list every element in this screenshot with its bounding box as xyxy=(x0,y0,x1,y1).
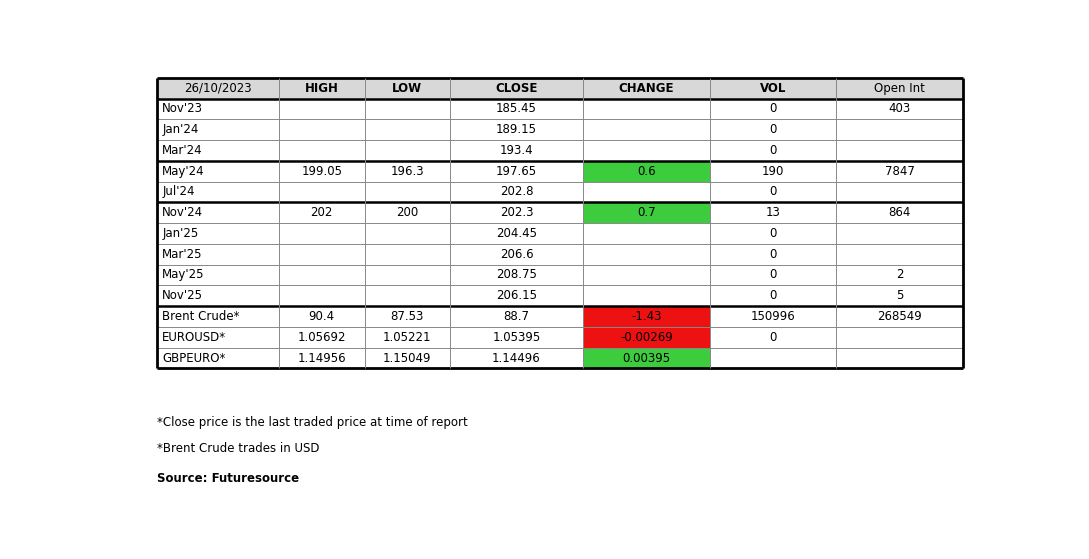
Text: 1.05221: 1.05221 xyxy=(383,331,431,344)
Text: 208.75: 208.75 xyxy=(497,268,537,282)
Bar xyxy=(157,348,963,368)
Text: 185.45: 185.45 xyxy=(497,102,537,116)
Text: 202.8: 202.8 xyxy=(500,186,534,198)
Text: 0: 0 xyxy=(770,144,776,157)
Text: 0: 0 xyxy=(770,331,776,344)
Text: Brent Crude*: Brent Crude* xyxy=(162,310,240,323)
Bar xyxy=(157,98,963,120)
Text: 0: 0 xyxy=(770,268,776,282)
Text: 202: 202 xyxy=(310,206,333,219)
Text: Source: Futuresource: Source: Futuresource xyxy=(157,472,299,485)
Text: Jul'24: Jul'24 xyxy=(162,186,195,198)
Text: 206.6: 206.6 xyxy=(500,248,534,260)
Text: Nov'25: Nov'25 xyxy=(162,289,204,302)
Bar xyxy=(157,161,963,182)
Text: 7847: 7847 xyxy=(885,165,915,178)
Text: Nov'24: Nov'24 xyxy=(162,206,204,219)
Text: *Brent Crude trades in USD: *Brent Crude trades in USD xyxy=(157,442,320,454)
Text: 268549: 268549 xyxy=(878,310,922,323)
Text: 0: 0 xyxy=(770,227,776,240)
Text: 26/10/2023: 26/10/2023 xyxy=(184,82,252,94)
Bar xyxy=(157,182,963,202)
Text: *Close price is the last traded price at time of report: *Close price is the last traded price at… xyxy=(157,416,468,429)
Text: 0: 0 xyxy=(770,123,776,136)
Text: 87.53: 87.53 xyxy=(391,310,424,323)
Bar xyxy=(157,244,963,264)
Bar xyxy=(157,264,963,285)
Text: Mar'24: Mar'24 xyxy=(162,144,203,157)
Bar xyxy=(157,202,963,223)
Text: GBPEURO*: GBPEURO* xyxy=(162,352,225,364)
Text: CHANGE: CHANGE xyxy=(619,82,674,94)
Text: 0: 0 xyxy=(770,102,776,116)
Text: May'25: May'25 xyxy=(162,268,205,282)
Text: May'24: May'24 xyxy=(162,165,205,178)
Bar xyxy=(157,285,963,306)
Bar xyxy=(583,348,710,368)
Text: CLOSE: CLOSE xyxy=(495,82,538,94)
Text: 1.14956: 1.14956 xyxy=(297,352,346,364)
Text: 199.05: 199.05 xyxy=(302,165,342,178)
Bar xyxy=(583,202,710,223)
Text: 1.14496: 1.14496 xyxy=(492,352,541,364)
Text: Jan'24: Jan'24 xyxy=(162,123,198,136)
Text: 197.65: 197.65 xyxy=(495,165,537,178)
Text: Mar'25: Mar'25 xyxy=(162,248,203,260)
Text: 0: 0 xyxy=(770,289,776,302)
Text: 200: 200 xyxy=(396,206,418,219)
Text: 864: 864 xyxy=(889,206,911,219)
Text: -1.43: -1.43 xyxy=(631,310,661,323)
Text: 1.15049: 1.15049 xyxy=(383,352,431,364)
Text: EUROUSD*: EUROUSD* xyxy=(162,331,227,344)
Text: 202.3: 202.3 xyxy=(500,206,534,219)
Text: 1.05692: 1.05692 xyxy=(297,331,346,344)
Text: 2: 2 xyxy=(896,268,904,282)
Text: 13: 13 xyxy=(766,206,781,219)
Text: 1.05395: 1.05395 xyxy=(492,331,540,344)
Text: 0.6: 0.6 xyxy=(637,165,656,178)
Text: 150996: 150996 xyxy=(750,310,795,323)
Text: -0.00269: -0.00269 xyxy=(620,331,673,344)
Text: Open Int: Open Int xyxy=(874,82,926,94)
Text: 204.45: 204.45 xyxy=(495,227,537,240)
Bar xyxy=(583,306,710,327)
Text: 196.3: 196.3 xyxy=(391,165,424,178)
Text: 193.4: 193.4 xyxy=(500,144,534,157)
Text: 88.7: 88.7 xyxy=(503,310,529,323)
Text: 0: 0 xyxy=(770,186,776,198)
Text: 0.7: 0.7 xyxy=(637,206,656,219)
Bar xyxy=(583,161,710,182)
Text: 190: 190 xyxy=(762,165,784,178)
Bar xyxy=(157,120,963,140)
Bar xyxy=(157,327,963,348)
Text: 189.15: 189.15 xyxy=(495,123,537,136)
Text: VOL: VOL xyxy=(760,82,786,94)
Text: 90.4: 90.4 xyxy=(308,310,334,323)
Text: 0: 0 xyxy=(770,248,776,260)
Text: LOW: LOW xyxy=(392,82,423,94)
Text: Jan'25: Jan'25 xyxy=(162,227,198,240)
Text: Nov'23: Nov'23 xyxy=(162,102,204,116)
Text: 5: 5 xyxy=(896,289,904,302)
Text: HIGH: HIGH xyxy=(305,82,339,94)
Text: 0.00395: 0.00395 xyxy=(622,352,671,364)
Bar xyxy=(583,327,710,348)
Bar xyxy=(157,140,963,161)
Bar xyxy=(157,78,963,98)
Bar xyxy=(157,306,963,327)
Bar xyxy=(157,223,963,244)
Text: 206.15: 206.15 xyxy=(495,289,537,302)
Text: 403: 403 xyxy=(889,102,911,116)
